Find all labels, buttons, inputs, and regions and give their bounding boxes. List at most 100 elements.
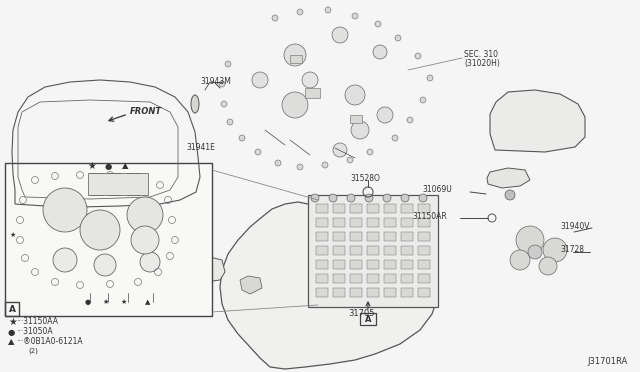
Circle shape: [351, 121, 369, 139]
Bar: [350, 115, 362, 123]
Circle shape: [407, 117, 413, 123]
Polygon shape: [193, 257, 225, 282]
Text: ★: ★: [121, 299, 127, 305]
Text: ▲: ▲: [145, 299, 150, 305]
Bar: [333, 246, 345, 255]
Circle shape: [219, 81, 225, 87]
Polygon shape: [220, 202, 438, 369]
Bar: [418, 274, 430, 283]
Circle shape: [528, 245, 542, 259]
Bar: [350, 204, 362, 213]
Text: ▲: ▲: [122, 161, 129, 170]
Text: ●: ●: [8, 327, 15, 337]
Circle shape: [395, 35, 401, 41]
Text: 31728: 31728: [560, 246, 584, 254]
Bar: [316, 204, 328, 213]
Bar: [384, 274, 396, 283]
Circle shape: [415, 53, 421, 59]
Polygon shape: [240, 276, 262, 294]
Circle shape: [325, 7, 331, 13]
Text: ···31150AA: ···31150AA: [16, 317, 58, 327]
Bar: [401, 274, 413, 283]
Bar: [350, 274, 362, 283]
Bar: [350, 260, 362, 269]
Circle shape: [80, 210, 120, 250]
Circle shape: [252, 72, 268, 88]
Circle shape: [282, 92, 308, 118]
Circle shape: [419, 194, 427, 202]
Circle shape: [543, 238, 567, 262]
Circle shape: [377, 107, 393, 123]
Circle shape: [322, 162, 328, 168]
Circle shape: [43, 188, 87, 232]
Bar: [5, 302, 19, 316]
Bar: [384, 260, 396, 269]
Ellipse shape: [191, 95, 199, 113]
Bar: [333, 288, 345, 297]
Bar: [90, 173, 102, 195]
Bar: [316, 260, 328, 269]
Text: 31069U: 31069U: [422, 185, 452, 193]
Circle shape: [365, 194, 373, 202]
Bar: [316, 274, 328, 283]
Circle shape: [284, 44, 306, 66]
Text: A: A: [8, 305, 15, 314]
Bar: [418, 288, 430, 297]
Text: ●: ●: [105, 161, 112, 170]
Text: J31701RA: J31701RA: [588, 357, 628, 366]
Bar: [367, 218, 379, 227]
Circle shape: [427, 75, 433, 81]
Circle shape: [302, 72, 318, 88]
Bar: [367, 288, 379, 297]
Bar: [401, 288, 413, 297]
Circle shape: [275, 160, 281, 166]
Bar: [418, 232, 430, 241]
Text: FRONT: FRONT: [130, 106, 162, 115]
Bar: [350, 288, 362, 297]
Circle shape: [94, 254, 116, 276]
Circle shape: [272, 15, 278, 21]
Circle shape: [332, 27, 348, 43]
Circle shape: [345, 85, 365, 105]
Circle shape: [239, 135, 245, 141]
Bar: [401, 232, 413, 241]
Circle shape: [333, 143, 347, 157]
Bar: [127, 173, 139, 195]
Bar: [401, 204, 413, 213]
Text: 31528O: 31528O: [350, 173, 380, 183]
Circle shape: [392, 135, 398, 141]
Bar: [384, 204, 396, 213]
Text: (31020H): (31020H): [464, 58, 500, 67]
Bar: [367, 204, 379, 213]
Circle shape: [329, 194, 337, 202]
Circle shape: [539, 257, 557, 275]
Bar: [333, 218, 345, 227]
Bar: [108, 173, 120, 195]
Bar: [316, 232, 328, 241]
Circle shape: [401, 194, 409, 202]
Bar: [367, 246, 379, 255]
Circle shape: [420, 97, 426, 103]
Circle shape: [347, 157, 353, 163]
Bar: [316, 246, 328, 255]
Bar: [418, 218, 430, 227]
Bar: [305, 88, 320, 98]
Circle shape: [516, 226, 544, 254]
Circle shape: [127, 197, 163, 233]
Circle shape: [510, 250, 530, 270]
Bar: [316, 288, 328, 297]
Bar: [333, 232, 345, 241]
Circle shape: [383, 194, 391, 202]
Bar: [367, 260, 379, 269]
Text: SEC. 310: SEC. 310: [464, 49, 498, 58]
Bar: [384, 218, 396, 227]
Bar: [401, 218, 413, 227]
Circle shape: [297, 164, 303, 170]
Circle shape: [367, 149, 373, 155]
Circle shape: [352, 13, 358, 19]
Circle shape: [505, 190, 515, 200]
Bar: [367, 232, 379, 241]
Circle shape: [131, 226, 159, 254]
Text: ★: ★: [87, 161, 96, 171]
Bar: [290, 55, 302, 63]
